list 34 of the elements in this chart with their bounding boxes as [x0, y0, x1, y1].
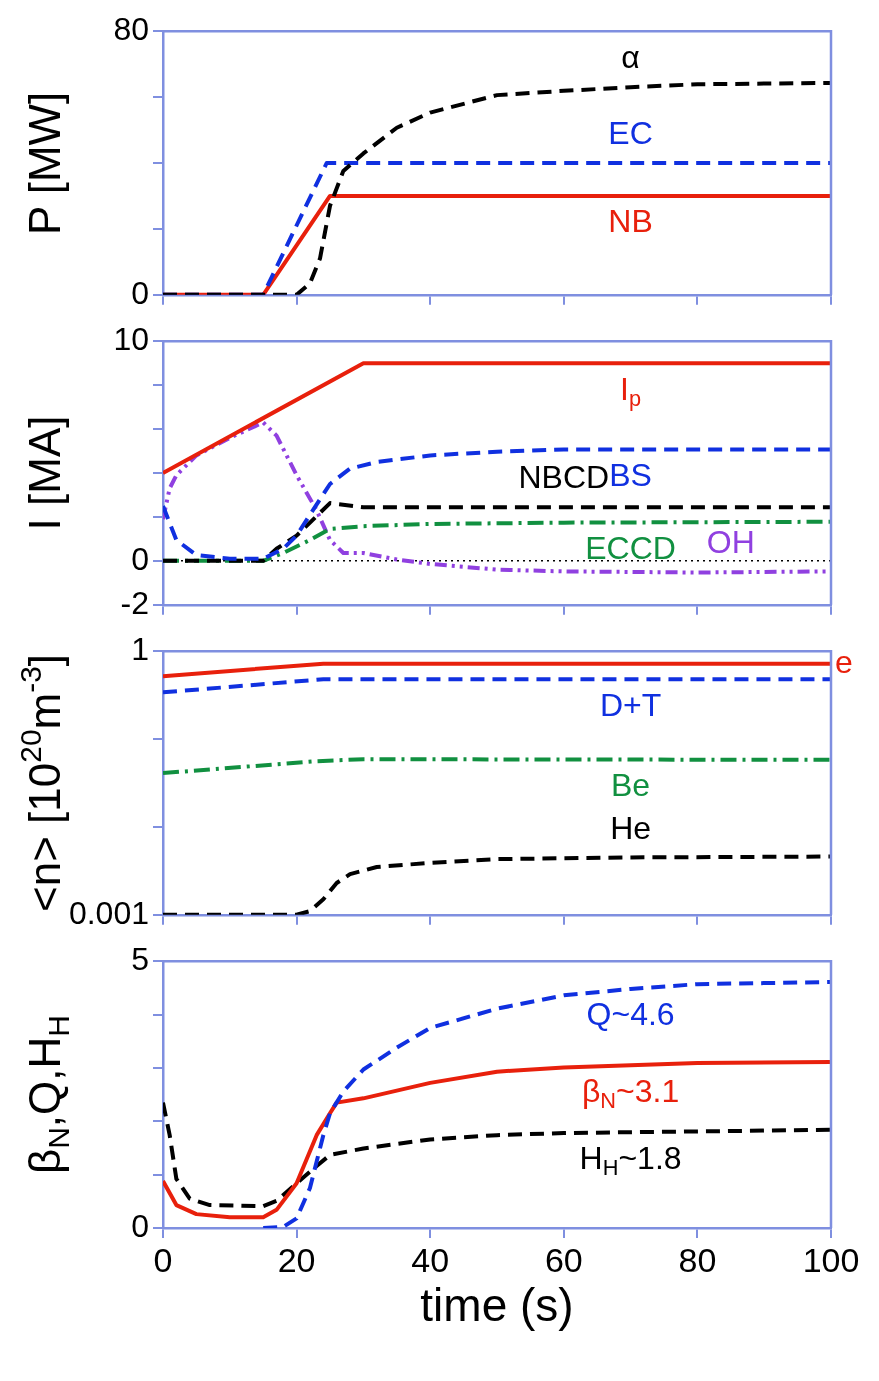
series-label: NBCD — [518, 459, 610, 496]
series-label: He — [610, 809, 652, 846]
series-label: Be — [611, 767, 651, 803]
y-tick-label: 0 — [131, 540, 149, 577]
x-tick-label: 40 — [411, 1240, 450, 1279]
y-axis-title: βN,Q,HH — [20, 1015, 76, 1175]
y-axis-title: I [MA] — [20, 415, 70, 531]
series-label: Q~4.6 — [586, 996, 675, 1033]
series-label: OH — [706, 524, 755, 561]
y-tick-label: 1 — [131, 631, 149, 668]
y-tick-label: 10 — [113, 321, 149, 358]
line-series — [163, 757, 831, 776]
x-tick-label: 60 — [544, 1240, 583, 1279]
y-axis-title: P [MW] — [20, 91, 70, 236]
y-tick-label: 0 — [131, 274, 149, 311]
series-label: BS — [609, 456, 652, 493]
y-tick-label: 5 — [131, 941, 149, 978]
x-tick-label: 80 — [678, 1240, 717, 1279]
y-tick-label: -2 — [120, 584, 149, 621]
y-tick-label: 0 — [131, 1207, 149, 1244]
y-axis-title: <n> [1020m-3] — [13, 654, 70, 912]
series-label: ECCD — [585, 529, 676, 566]
y-tick-label: 0.001 — [68, 894, 149, 931]
x-tick-label: 20 — [277, 1240, 316, 1279]
line-series — [261, 980, 831, 1228]
series-label: EC — [608, 115, 653, 152]
series-label: D+T — [599, 686, 662, 723]
x-tick-label: 100 — [802, 1240, 860, 1279]
x-axis-title: time (s) — [420, 1278, 574, 1331]
series-label: NB — [608, 203, 653, 240]
y-tick-label: 80 — [113, 11, 149, 48]
line-series — [163, 447, 831, 561]
series-label: e — [835, 643, 853, 680]
series-label: α — [621, 39, 640, 76]
